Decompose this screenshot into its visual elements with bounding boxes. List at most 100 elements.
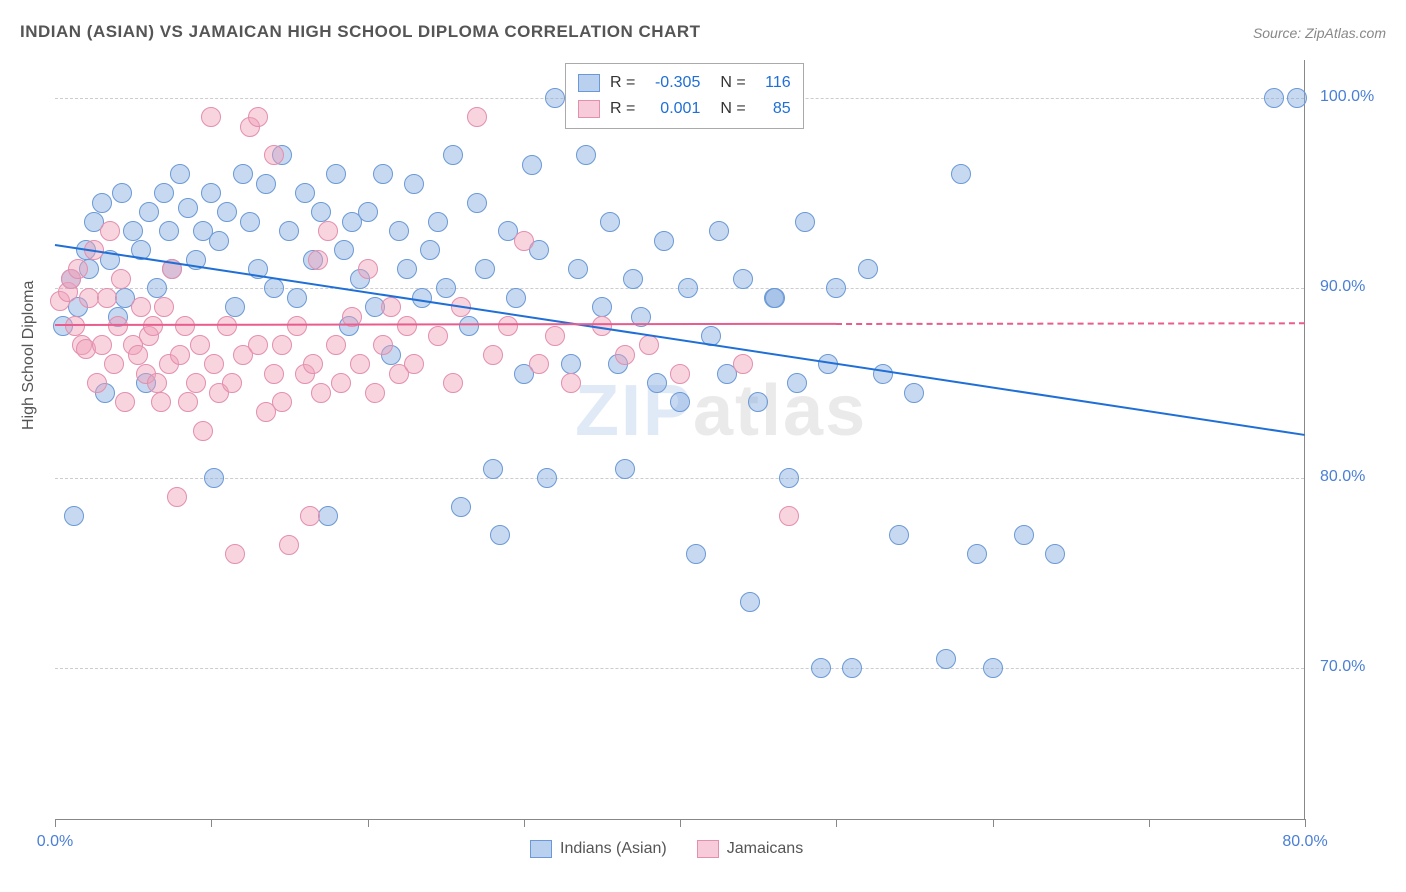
data-point — [787, 373, 807, 393]
legend-swatch — [530, 840, 552, 858]
legend-series-item: Jamaicans — [697, 840, 803, 858]
data-point — [779, 468, 799, 488]
data-point — [264, 145, 284, 165]
data-point — [600, 212, 620, 232]
data-point — [175, 316, 195, 336]
data-point — [615, 345, 635, 365]
data-point — [170, 345, 190, 365]
gridline — [55, 478, 1304, 479]
data-point — [647, 373, 667, 393]
data-point — [889, 525, 909, 545]
source-label: Source: ZipAtlas.com — [1253, 25, 1386, 41]
y-tick-label: 90.0% — [1320, 278, 1365, 296]
data-point — [186, 373, 206, 393]
data-point — [686, 544, 706, 564]
data-point — [365, 383, 385, 403]
data-point — [358, 202, 378, 222]
data-point — [92, 193, 112, 213]
data-point — [311, 383, 331, 403]
y-tick-label: 70.0% — [1320, 658, 1365, 676]
x-tick — [368, 819, 369, 827]
data-point — [204, 468, 224, 488]
y-axis-label: High School Diploma — [20, 281, 38, 430]
data-point — [615, 459, 635, 479]
data-point — [670, 392, 690, 412]
legend-swatch — [578, 74, 600, 92]
chart-title: INDIAN (ASIAN) VS JAMAICAN HIGH SCHOOL D… — [20, 22, 701, 42]
data-point — [373, 164, 393, 184]
data-point — [300, 506, 320, 526]
data-point — [443, 373, 463, 393]
trend-line — [55, 323, 836, 326]
data-point — [308, 250, 328, 270]
data-point — [436, 278, 456, 298]
data-point — [64, 506, 84, 526]
watermark: ZIPatlas — [575, 370, 867, 452]
legend-n-label: N = — [720, 74, 745, 92]
y-tick-label: 100.0% — [1320, 88, 1374, 106]
data-point — [131, 297, 151, 317]
data-point — [483, 345, 503, 365]
data-point — [568, 259, 588, 279]
data-point — [143, 316, 163, 336]
data-point — [225, 297, 245, 317]
data-point — [123, 221, 143, 241]
data-point — [115, 392, 135, 412]
data-point — [193, 421, 213, 441]
data-point — [68, 259, 88, 279]
data-point — [256, 174, 276, 194]
data-point — [112, 183, 132, 203]
data-point — [108, 316, 128, 336]
data-point — [1045, 544, 1065, 564]
data-point — [443, 145, 463, 165]
x-tick — [524, 819, 525, 827]
data-point — [459, 316, 479, 336]
data-point — [295, 183, 315, 203]
data-point — [1287, 88, 1307, 108]
data-point — [873, 364, 893, 384]
data-point — [204, 354, 224, 374]
data-point — [490, 525, 510, 545]
watermark-part2: atlas — [693, 371, 867, 451]
data-point — [420, 240, 440, 260]
data-point — [100, 221, 120, 241]
data-point — [97, 288, 117, 308]
data-point — [795, 212, 815, 232]
legend-n-value: 116 — [756, 74, 791, 92]
data-point — [159, 221, 179, 241]
data-point — [765, 288, 785, 308]
data-point — [936, 649, 956, 669]
data-point — [451, 497, 471, 517]
data-point — [733, 354, 753, 374]
x-tick — [836, 819, 837, 827]
data-point — [311, 202, 331, 222]
data-point — [475, 259, 495, 279]
data-point — [654, 231, 674, 251]
data-point — [151, 392, 171, 412]
data-point — [467, 107, 487, 127]
data-point — [209, 231, 229, 251]
data-point — [350, 354, 370, 374]
legend-series-item: Indians (Asian) — [530, 840, 667, 858]
legend-series-label: Jamaicans — [727, 840, 803, 858]
data-point — [248, 107, 268, 127]
data-point — [326, 335, 346, 355]
legend-n-label: N = — [720, 100, 745, 118]
data-point — [779, 506, 799, 526]
data-point — [139, 202, 159, 222]
data-point — [545, 326, 565, 346]
chart-container: INDIAN (ASIAN) VS JAMAICAN HIGH SCHOOL D… — [0, 0, 1406, 892]
data-point — [248, 335, 268, 355]
data-point — [514, 231, 534, 251]
data-point — [272, 335, 292, 355]
data-point — [1014, 525, 1034, 545]
data-point — [811, 658, 831, 678]
x-tick-label: 80.0% — [1282, 833, 1327, 851]
data-point — [128, 345, 148, 365]
legend-swatch — [697, 840, 719, 858]
x-tick — [211, 819, 212, 827]
data-point — [381, 297, 401, 317]
trend-line — [836, 322, 1305, 325]
data-point — [264, 278, 284, 298]
legend-n-value: 85 — [756, 100, 791, 118]
